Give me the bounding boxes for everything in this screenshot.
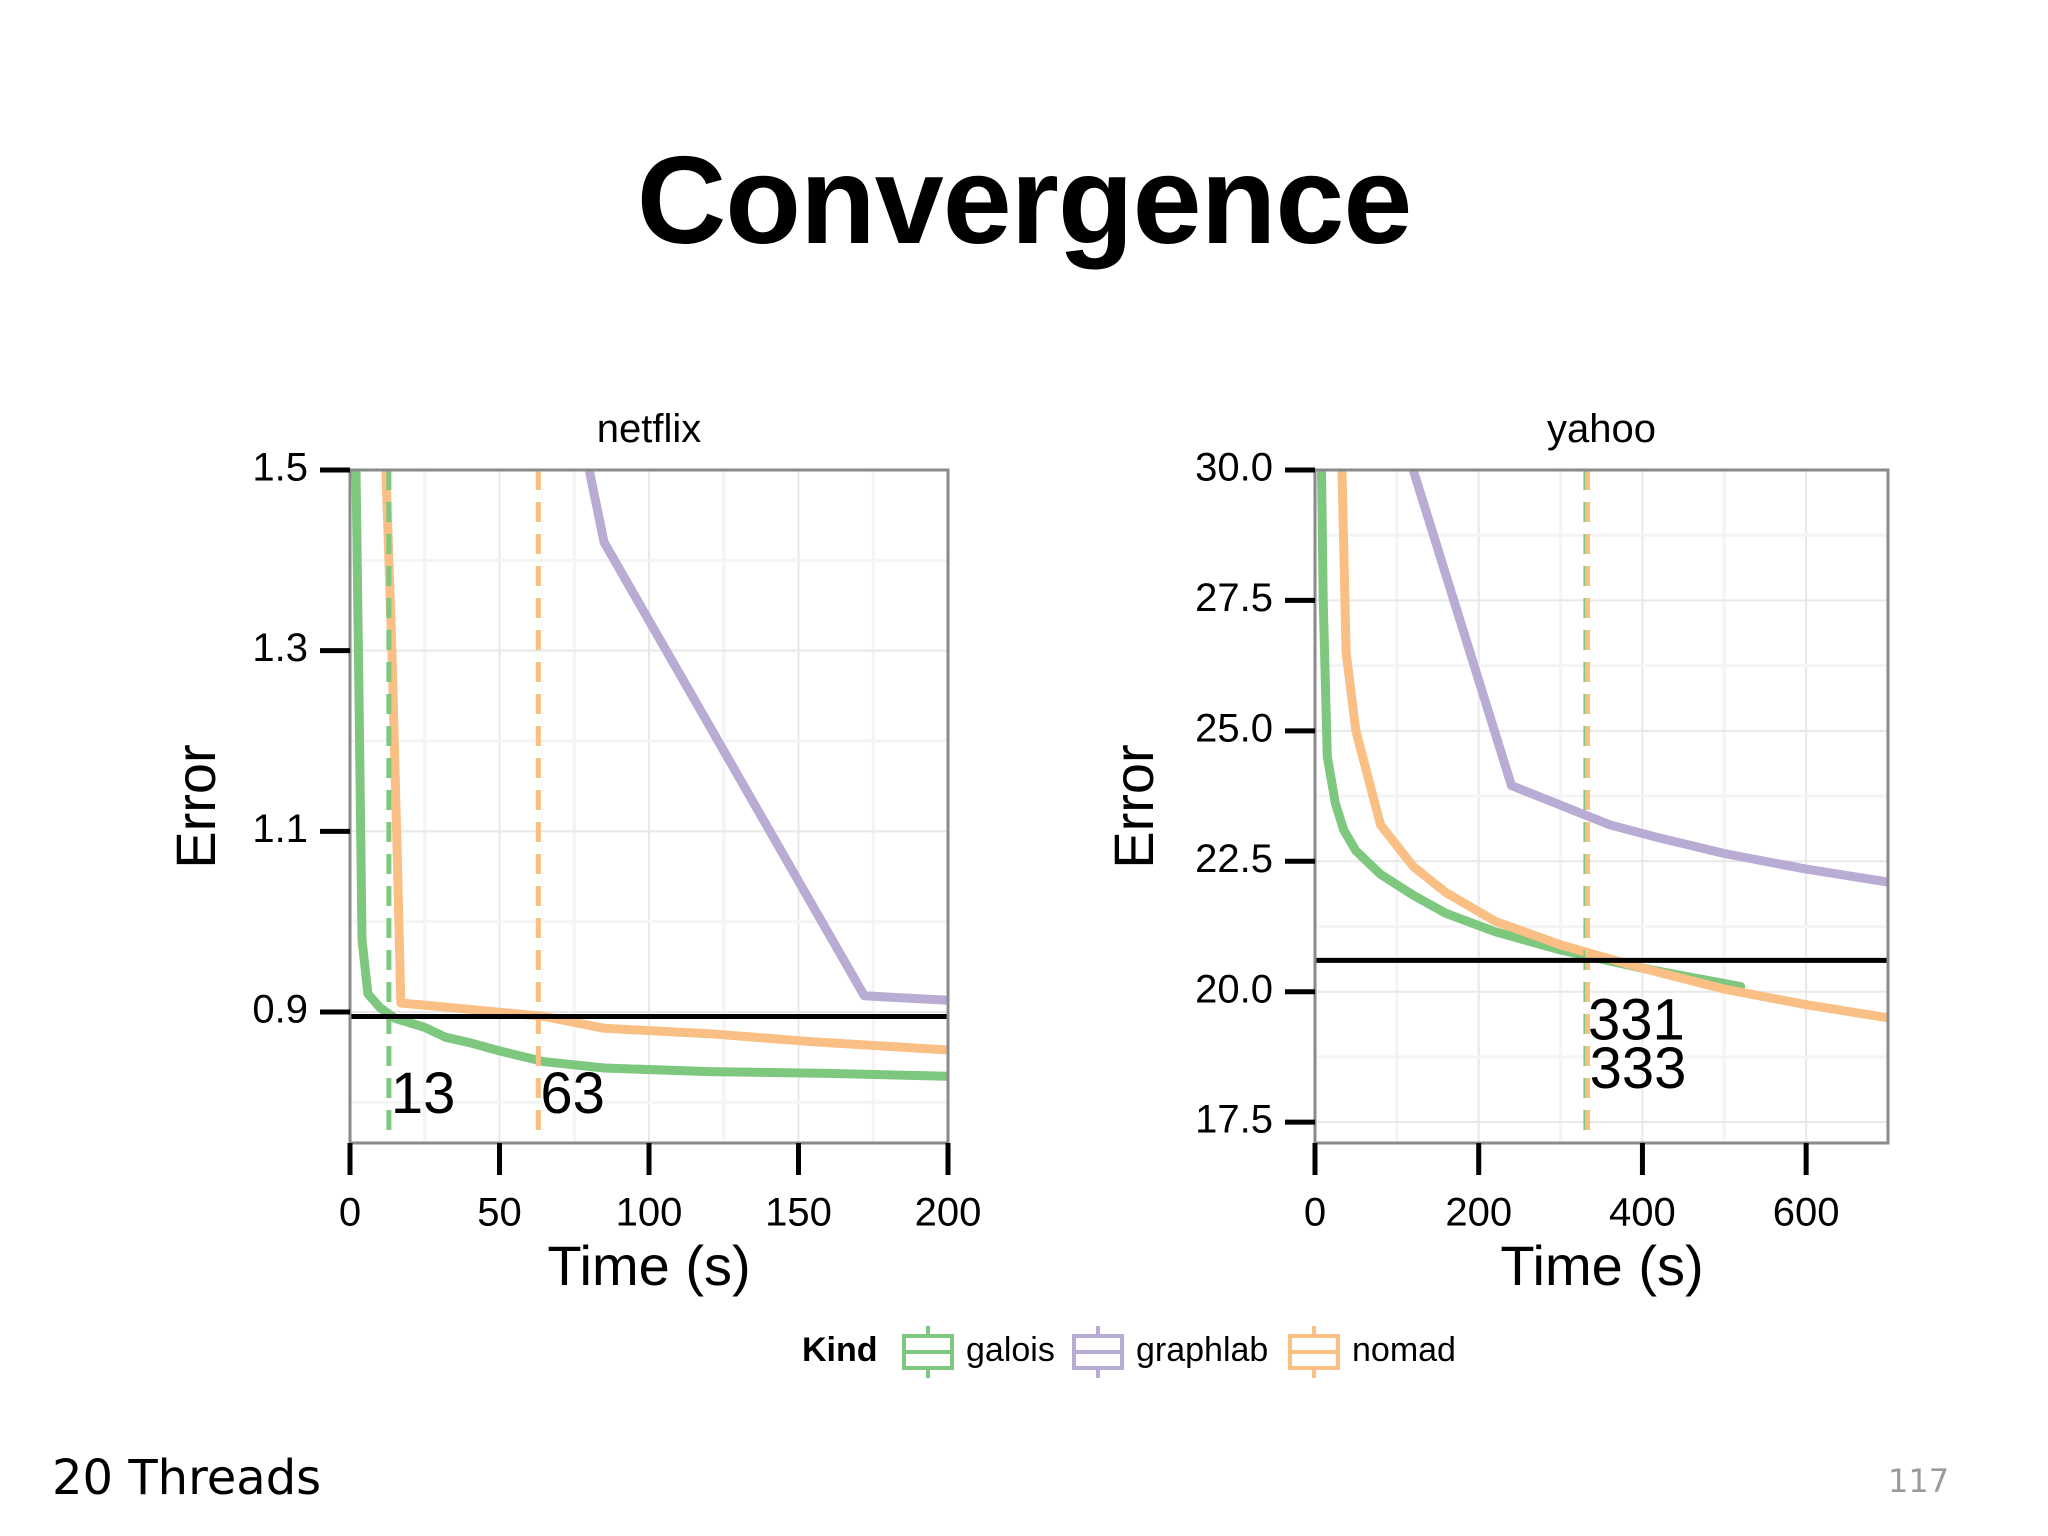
data-layer [350, 470, 948, 1143]
vline-label-galois: 331 [1588, 987, 1685, 1052]
legend-label: graphlab [1136, 1331, 1268, 1369]
legend-label: nomad [1352, 1331, 1456, 1369]
x-tick-label: 0 [339, 1191, 361, 1235]
data-layer [1315, 470, 1888, 1143]
x-tick-label: 50 [477, 1191, 522, 1235]
legend-item-nomad: nomad [1288, 1326, 1456, 1378]
y-tick-label: 22.5 [1195, 837, 1273, 881]
y-tick-label: 1.3 [252, 626, 308, 670]
x-axis-label: Time (s) [1500, 1234, 1703, 1297]
x-tick-label: 100 [616, 1191, 683, 1235]
legend-label: galois [966, 1331, 1055, 1369]
legend-title: Kind [802, 1331, 878, 1369]
plot-background [1315, 470, 1888, 1143]
y-tick-label: 17.5 [1195, 1098, 1273, 1142]
x-tick-label: 200 [915, 1191, 982, 1235]
series-line-nomad [1337, 470, 1888, 1023]
grid [350, 470, 948, 1143]
y-axis-label: Error [1102, 744, 1165, 868]
series-line-graphlab [584, 470, 948, 1005]
x-tick-label: 600 [1773, 1191, 1840, 1235]
y-tick-label: 0.9 [252, 988, 308, 1032]
slide-title: Convergence [636, 132, 1413, 270]
y-tick-label: 25.0 [1195, 706, 1273, 750]
x-tick-label: 200 [1445, 1191, 1512, 1235]
vline-label-nomad: 63 [540, 1061, 605, 1126]
vline-label-nomad: 333 [1590, 1036, 1687, 1101]
legend-item-galois: galois [902, 1326, 1055, 1378]
x-tick-label: 400 [1609, 1191, 1676, 1235]
vline-label-galois: 13 [391, 1061, 456, 1126]
series-line-graphlab [1408, 470, 1888, 887]
y-tick-label: 30.0 [1195, 446, 1273, 490]
series-line-nomad [381, 470, 948, 1055]
y-tick-label: 27.5 [1195, 576, 1273, 620]
series-line-galois [1317, 470, 1746, 991]
x-tick-label: 150 [765, 1191, 832, 1235]
panel-title: netflix [597, 407, 702, 451]
panel-title: yahoo [1547, 407, 1656, 451]
series-line-galois [351, 470, 948, 1081]
legend: Kind galois graphlab nomad [802, 1326, 1456, 1378]
x-axis-label: Time (s) [547, 1234, 750, 1297]
page-number: 117 [1888, 1462, 1950, 1500]
x-tick-label: 0 [1304, 1191, 1326, 1235]
chart-panel-netflix: 13 63 0.9 1.1 1.3 1.5 0 50 100 150 200 netflix Time … [164, 407, 982, 1297]
y-tick-label: 1.5 [252, 446, 308, 490]
y-tick-label: 20.0 [1195, 967, 1273, 1011]
legend-item-graphlab: graphlab [1072, 1326, 1268, 1378]
footer-threads-label: 20 Threads [52, 1450, 322, 1506]
y-tick-label: 1.1 [252, 807, 308, 851]
y-axis-label: Error [164, 744, 227, 868]
plot-border [1313, 468, 1890, 1145]
